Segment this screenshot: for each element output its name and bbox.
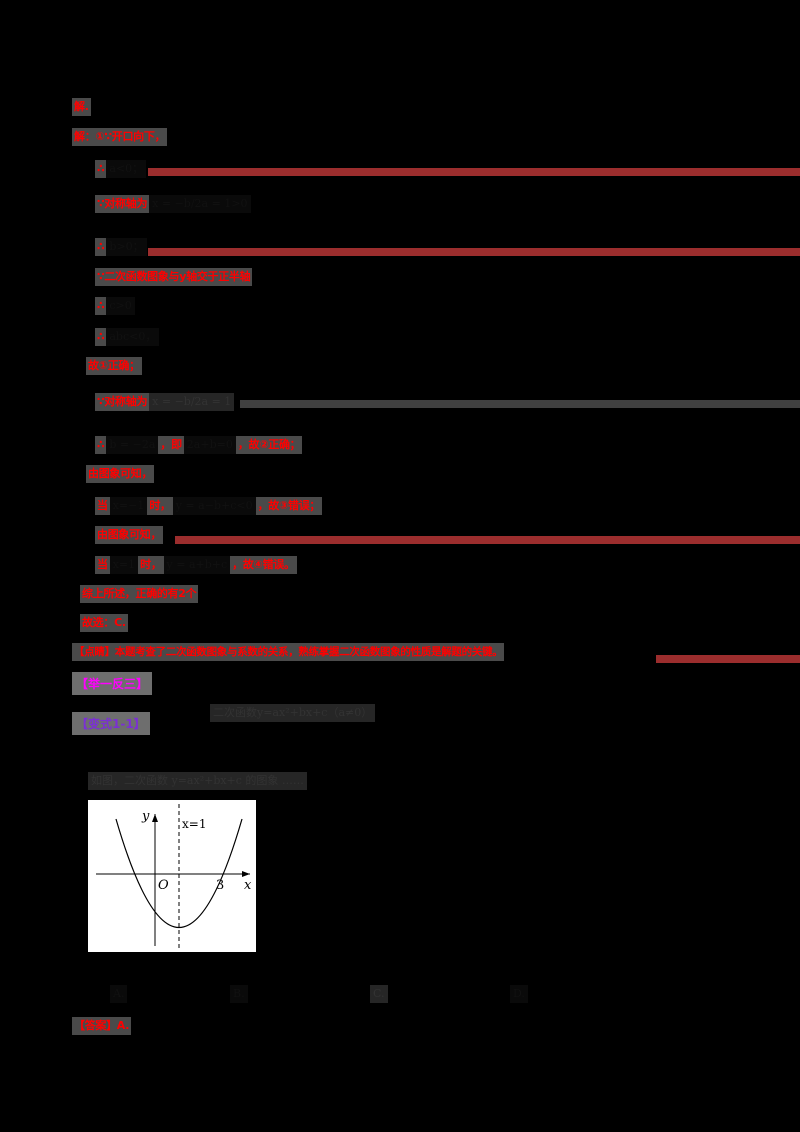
option-b[interactable]: B. — [230, 985, 248, 1003]
solution-summary: 综上所述，正确的有2个 — [80, 585, 199, 603]
math-expression: x=−1 — [109, 497, 148, 515]
question-line-2: 如图，二次函数 y=ax²+bx+c 的图象 …… — [88, 772, 307, 790]
math-expression: x = −b/2a = 1 — [149, 393, 235, 411]
intercept-text: ∵二次函数图象与y轴交于正半轴 — [95, 268, 253, 286]
conclusion-text: 故①正确； — [86, 357, 142, 375]
math-expression: abc<0， — [106, 328, 160, 346]
solution-choice: 故选：C. — [80, 614, 128, 632]
axis-label-text: ∵对称轴为 — [95, 195, 150, 213]
from-graph-text: 由图象可知， — [86, 465, 155, 483]
question-text: 二次函数y=ax²+bx+c（a≠0） — [210, 704, 376, 722]
math-expression: c>0 — [106, 297, 135, 315]
gray-underline-bar — [240, 400, 800, 408]
math-expression: b>0； — [106, 238, 147, 256]
solution-line-from-graph-1: 由图象可知， — [86, 465, 155, 483]
option-a[interactable]: A. — [110, 985, 128, 1003]
solution-heading: 解. — [72, 98, 91, 116]
choice-text: 故选：C. — [80, 614, 128, 632]
root-label: 3 — [216, 878, 224, 893]
math-expression: y = a+b+c — [163, 556, 231, 574]
conclusion-text: ，故③错误； — [255, 497, 323, 515]
connector-text: 时， — [138, 556, 164, 574]
connector-text: 时， — [147, 497, 173, 515]
summary-text: 综上所述，正确的有2个 — [80, 585, 199, 603]
red-underline-bar — [148, 168, 800, 176]
option-label: D. — [510, 985, 528, 1003]
parabola-svg: y x O x=1 3 — [96, 804, 252, 950]
variant-tag-row: 【变式1-1】 — [72, 712, 150, 735]
therefore-symbol: ∴ — [95, 436, 107, 454]
note-text: 【点睛】本题考查了二次函数图象与系数的关系，熟练掌握二次函数图象的性质是解题的关… — [72, 643, 505, 661]
x-axis-label: x — [244, 878, 252, 893]
option-c[interactable]: C. — [370, 985, 388, 1003]
question-text: 如图，二次函数 y=ax²+bx+c 的图象 …… — [88, 772, 307, 790]
intro-text: 解：①∵开口向下， — [72, 128, 168, 146]
answer-text: 【答案】A. — [72, 1017, 132, 1035]
therefore-symbol: ∴ — [95, 238, 107, 256]
section-tag-text: 【举一反三】 — [72, 672, 153, 695]
practice-section-tag: 【举一反三】 — [72, 672, 153, 695]
variant-tag-text: 【变式1-1】 — [72, 712, 150, 735]
therefore-symbol: ∴ — [95, 328, 107, 346]
heading-text: 解. — [72, 98, 91, 116]
option-label: B. — [230, 985, 248, 1003]
when-text: 当 — [95, 556, 110, 574]
connector-text: ，即 — [158, 436, 184, 454]
math-expression: x=1 — [109, 556, 139, 574]
answer-row: 【答案】A. — [72, 1017, 132, 1035]
math-expression: 2a+b=0 — [183, 436, 236, 454]
solution-line-y-intercept: ∵二次函数图象与y轴交于正半轴 — [95, 268, 253, 286]
option-d[interactable]: D. — [510, 985, 528, 1003]
therefore-symbol: ∴ — [95, 297, 107, 315]
math-expression: x = −b/2a = 1>0 — [149, 195, 251, 213]
solution-line-a-negative: ∴ a<0； — [95, 160, 147, 178]
solution-line-conclusion-1: 故①正确； — [86, 357, 142, 375]
red-underline-bar — [656, 655, 800, 663]
y-axis-label: y — [141, 809, 150, 824]
option-label: C. — [370, 985, 388, 1003]
solution-line-axis-2: ∵对称轴为 x = −b/2a = 1 — [95, 393, 235, 411]
symmetry-axis-label: x=1 — [182, 817, 206, 831]
math-expression: a<0； — [106, 160, 147, 178]
red-underline-bar — [175, 536, 800, 544]
option-label: A. — [110, 985, 128, 1003]
solution-line-abc: ∴ abc<0， — [95, 328, 160, 346]
solution-line-c-positive: ∴ c>0 — [95, 297, 135, 315]
solution-line-from-graph-2: 由图象可知， — [95, 526, 164, 544]
question-line-1: 二次函数y=ax²+bx+c（a≠0） — [210, 704, 376, 722]
math-expression: y = a−b+c<0 — [172, 497, 256, 515]
axis-label-text: ∵对称轴为 — [95, 393, 150, 411]
solution-intro: 解：①∵开口向下， — [72, 128, 168, 146]
math-expression: b = −2a — [106, 436, 159, 454]
red-underline-bar — [148, 248, 800, 256]
origin-label: O — [158, 878, 169, 893]
therefore-symbol: ∴ — [95, 160, 107, 178]
conclusion-text: ，故②正确； — [235, 436, 303, 454]
parabola-graph: y x O x=1 3 — [88, 800, 256, 952]
solution-line-x-neg1: 当 x=−1 时， y = a−b+c<0 ，故③错误； — [95, 497, 323, 515]
solution-line-axis: ∵对称轴为 x = −b/2a = 1>0 — [95, 195, 251, 213]
from-graph-text: 由图象可知， — [95, 526, 164, 544]
solution-note: 【点睛】本题考查了二次函数图象与系数的关系，熟练掌握二次函数图象的性质是解题的关… — [72, 643, 505, 661]
solution-line-2a-plus-b: ∴ b = −2a ，即 2a+b=0 ，故②正确； — [95, 436, 303, 454]
when-text: 当 — [95, 497, 110, 515]
solution-line-x-1: 当 x=1 时， y = a+b+c ，故④错误。 — [95, 556, 297, 574]
conclusion-text: ，故④错误。 — [230, 556, 297, 574]
solution-line-b-positive: ∴ b>0； — [95, 238, 147, 256]
